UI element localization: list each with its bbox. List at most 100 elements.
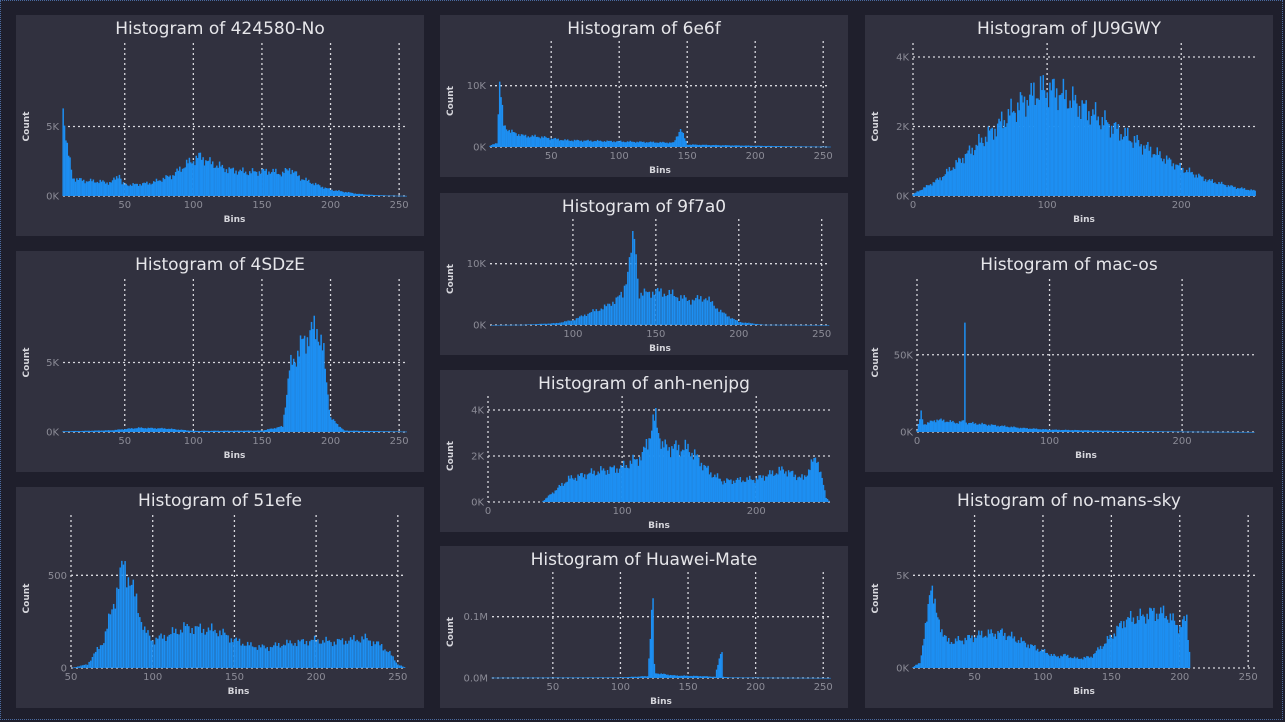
histogram-bar (619, 677, 622, 678)
histogram-bar (923, 638, 925, 668)
histogram-bar (939, 177, 941, 196)
histogram-bar (266, 174, 269, 196)
x-tick-label: 250 (388, 672, 407, 683)
histogram-bar (734, 145, 736, 147)
histogram-bar (118, 429, 121, 432)
histogram-bar (772, 677, 775, 679)
histogram-bar (196, 158, 199, 196)
chart-title: Histogram of anh-nenjpg (538, 374, 750, 394)
histogram-bar (987, 629, 990, 668)
histogram-bar (748, 322, 750, 325)
y-axis-label: Count (446, 85, 456, 116)
x-tick-label: 150 (678, 151, 697, 162)
histogram-bar (297, 350, 299, 432)
histogram-bar (299, 641, 301, 668)
histogram-bar (1178, 431, 1181, 433)
histogram-bar (200, 159, 203, 196)
histogram-bar (183, 168, 185, 196)
histogram-bar (766, 145, 769, 147)
histogram-bar (811, 324, 813, 326)
histogram-bar (649, 438, 652, 502)
x-tick-label: 0 (485, 506, 491, 517)
histogram-bar (729, 677, 731, 678)
histogram-bar (1021, 641, 1024, 668)
histogram-bar (1002, 635, 1005, 668)
histogram-bar (1030, 82, 1032, 196)
histogram-bar (819, 146, 822, 148)
histogram-bar (572, 677, 575, 679)
histogram-bar (525, 677, 527, 679)
histogram-bar (273, 645, 275, 668)
histogram-bar (812, 324, 815, 326)
histogram-bar (683, 675, 685, 678)
histogram-bar (329, 190, 332, 196)
histogram-bar (229, 430, 232, 432)
histogram-bar (507, 131, 509, 147)
histogram-bar (497, 114, 500, 147)
histogram-bar (394, 431, 396, 433)
histogram-bar (615, 677, 618, 679)
histogram-bar (788, 677, 791, 679)
histogram-bar (942, 636, 945, 668)
histogram-bar (1112, 430, 1115, 432)
histogram-bar (665, 296, 667, 325)
histogram-bar (152, 428, 155, 432)
histogram-bar (739, 477, 742, 502)
x-tick-label: 50 (118, 436, 131, 447)
histogram-bar (809, 146, 811, 148)
histogram-bar (498, 81, 501, 147)
histogram-bar (336, 638, 339, 668)
histogram-bar (982, 637, 984, 668)
histogram-bar (343, 192, 346, 196)
histogram-bar (802, 146, 804, 148)
histogram-bar (1043, 649, 1046, 668)
y-axis-label: Count (871, 583, 881, 614)
histogram-bar (1124, 431, 1127, 432)
histogram-bar (1148, 431, 1150, 432)
histogram-bar (1118, 623, 1121, 668)
histogram-bar (281, 171, 284, 196)
histogram-bar (176, 168, 178, 196)
histogram-bar (613, 465, 615, 502)
histogram-bar (980, 630, 983, 668)
histogram-bar (402, 195, 405, 197)
histogram-bar (578, 476, 581, 502)
histogram-bar (789, 472, 791, 502)
histogram-bar (716, 308, 719, 325)
histogram-bar (231, 430, 233, 432)
histogram-bar (400, 665, 403, 668)
histogram-bar (821, 477, 823, 502)
histogram-bar (288, 370, 291, 432)
histogram-bar (679, 675, 681, 678)
histogram-bar (1096, 120, 1098, 196)
histogram-bar (764, 677, 767, 679)
histogram-bar (822, 484, 825, 502)
histogram-bars (489, 81, 831, 148)
histogram-bar (147, 427, 149, 432)
histogram-bar (578, 316, 581, 325)
histogram-bar (767, 474, 770, 502)
histogram-bar (529, 324, 531, 325)
histogram-bar (789, 324, 792, 326)
histogram-bar (1242, 188, 1244, 196)
histogram-bar (291, 169, 294, 196)
histogram-bar (778, 324, 780, 326)
histogram-bar (801, 677, 803, 679)
y-tick-label: 0K (473, 143, 486, 154)
histogram-bar (1097, 116, 1100, 196)
histogram-bar (1196, 431, 1198, 433)
histogram-bar (570, 320, 573, 325)
histogram-bar (572, 320, 574, 325)
histogram-bar (534, 134, 536, 147)
histogram-bar (181, 168, 184, 196)
histogram-bar (1112, 638, 1114, 668)
histogram-bar (202, 157, 204, 196)
histogram-bar (227, 430, 229, 432)
histogram-bar (1131, 621, 1133, 668)
histogram-bar (342, 191, 344, 196)
histogram-bar (794, 146, 796, 147)
x-tick-label: 200 (321, 436, 340, 447)
histogram-bar (1007, 109, 1010, 196)
histogram-bar (191, 628, 193, 668)
x-tick-label: 150 (646, 329, 665, 340)
